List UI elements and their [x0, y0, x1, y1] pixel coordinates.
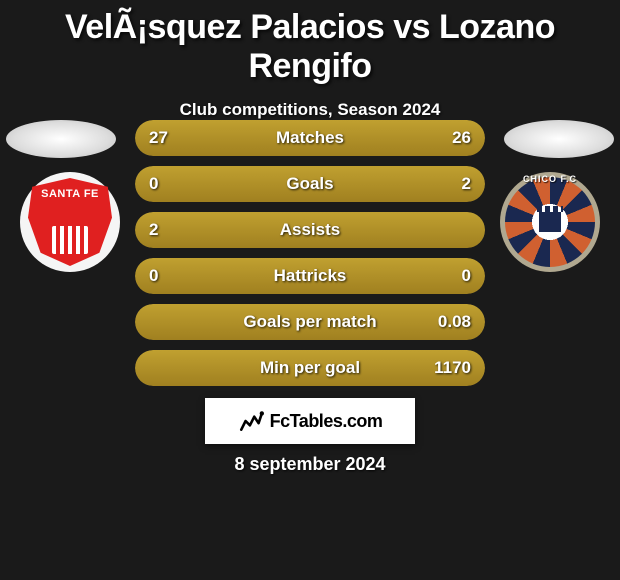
- stat-row: 2Assists: [135, 212, 485, 248]
- page-title: VelÃ¡squez Palacios vs Lozano Rengifo: [0, 0, 620, 86]
- stat-label: Goals: [135, 166, 485, 202]
- brand-text: FcTables.com: [270, 411, 383, 432]
- fctables-logo-icon: [238, 408, 264, 434]
- brand-card[interactable]: FcTables.com: [205, 398, 415, 444]
- stat-row: 1170Min per goal: [135, 350, 485, 386]
- stat-label: Matches: [135, 120, 485, 156]
- stat-label: Goals per match: [135, 304, 485, 340]
- stat-row: 00Hattricks: [135, 258, 485, 294]
- stat-row: 0.08Goals per match: [135, 304, 485, 340]
- stat-label: Min per goal: [135, 350, 485, 386]
- date-text: 8 september 2024: [0, 454, 620, 475]
- stat-row: 02Goals: [135, 166, 485, 202]
- stat-label: Assists: [135, 212, 485, 248]
- stat-row: 2726Matches: [135, 120, 485, 156]
- stat-label: Hattricks: [135, 258, 485, 294]
- stats-area: 2726Matches 02Goals 2Assists 00Hattricks 0.0…: [0, 120, 620, 396]
- subtitle: Club competitions, Season 2024: [0, 100, 620, 120]
